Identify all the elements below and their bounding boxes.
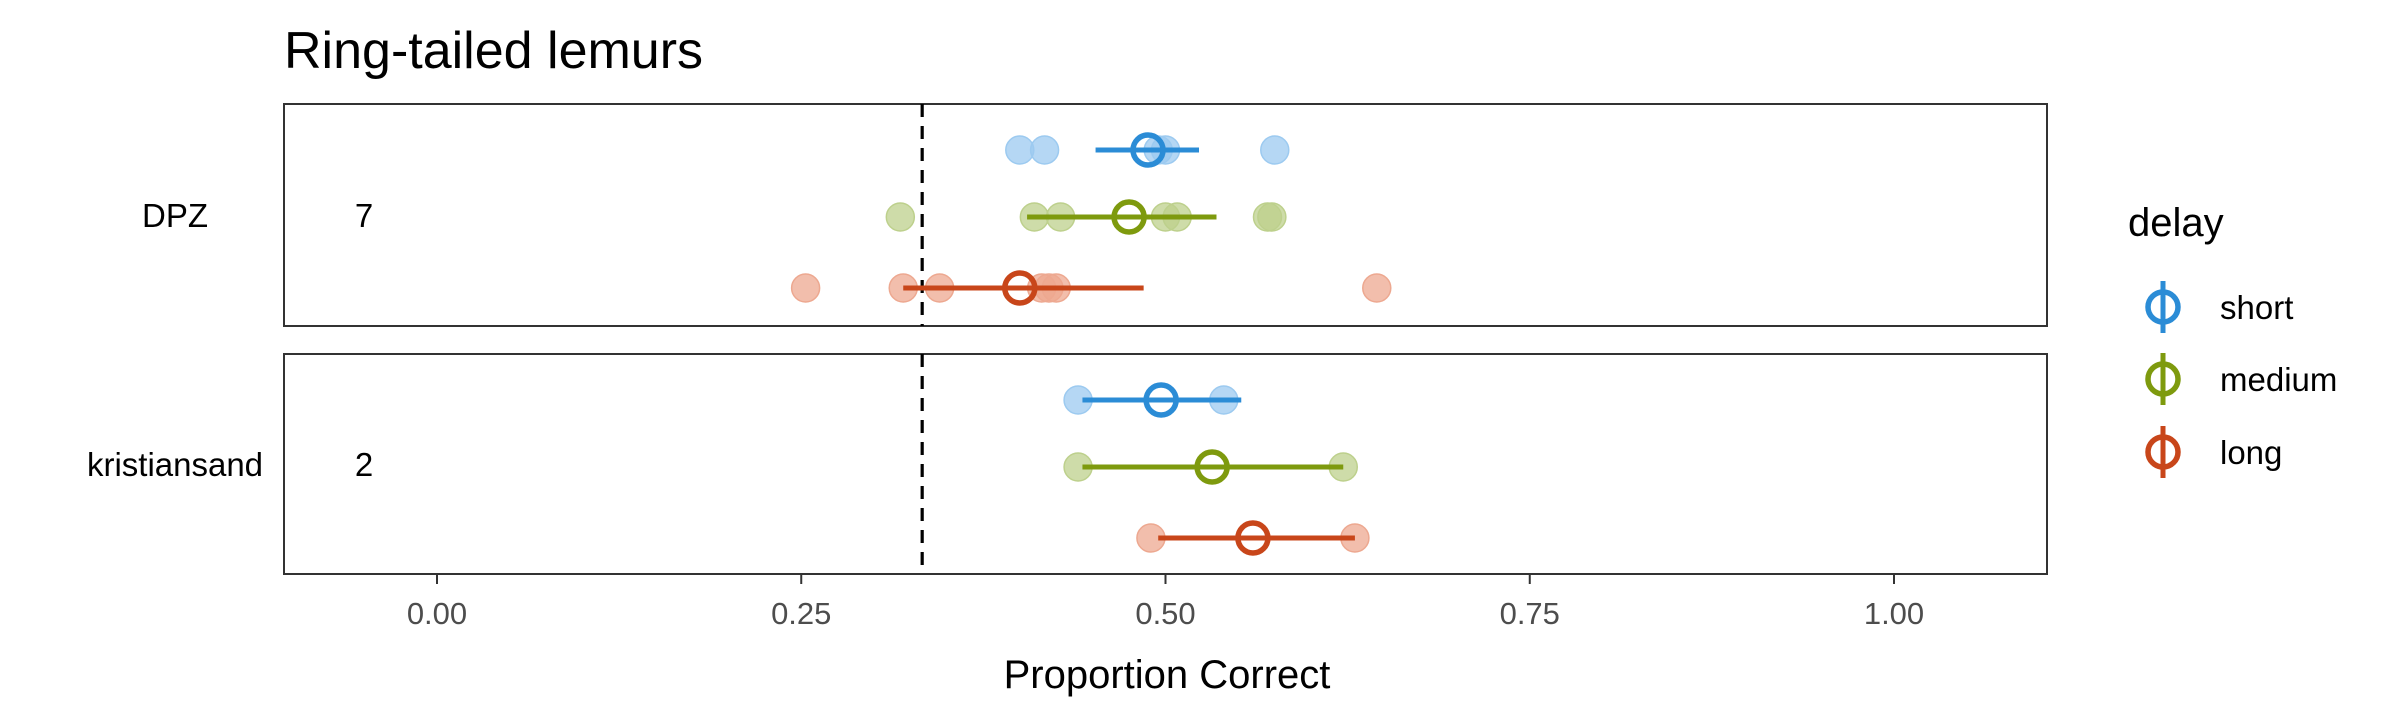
x-tick-label: 0.50 (1135, 596, 1195, 631)
series-long (790, 270, 1392, 306)
mean-marker (1002, 270, 1038, 306)
x-axis: 0.00 0.25 0.50 0.75 1.00 (407, 574, 1924, 631)
mean-marker (1143, 382, 1179, 418)
legend-key-marker (2145, 361, 2181, 397)
mean-marker (1111, 199, 1147, 235)
data-point (1362, 273, 1392, 303)
series-short (1063, 382, 1242, 418)
data-point (1260, 135, 1290, 165)
data-point (790, 273, 821, 303)
mean-marker (1194, 449, 1230, 485)
n-label: 2 (355, 446, 373, 483)
panel-label: kristiansand (87, 446, 263, 483)
data-point (885, 202, 916, 232)
panel-kristiansand: kristiansand 2 (87, 353, 2048, 575)
data-point (1005, 135, 1035, 165)
series-medium (1063, 449, 1359, 485)
chart-title: Ring-tailed lemurs (284, 22, 703, 80)
series-short (1005, 132, 1290, 168)
legend-item-long: long (2145, 426, 2282, 478)
legend-key-marker (2145, 289, 2181, 325)
legend-label: long (2220, 434, 2282, 471)
x-tick-label: 0.00 (407, 596, 467, 631)
series-medium (885, 199, 1287, 235)
data-point (1029, 135, 1060, 165)
legend-title: delay (2128, 201, 2224, 245)
x-tick-label: 1.00 (1864, 596, 1924, 631)
legend-label: medium (2220, 361, 2337, 398)
panel-label: DPZ (142, 197, 208, 234)
panel-dpz: DPZ 7 (142, 103, 2048, 327)
x-axis-label: Proportion Correct (1004, 653, 1331, 697)
n-label: 7 (355, 197, 373, 234)
mean-marker (1130, 132, 1166, 168)
data-point (1257, 202, 1287, 232)
legend-item-short: short (2145, 281, 2293, 333)
legend-label: short (2220, 289, 2293, 326)
series-long (1136, 520, 1370, 556)
mean-marker (1235, 520, 1271, 556)
legend-item-medium: medium (2145, 353, 2337, 405)
legend-key-marker (2145, 434, 2181, 470)
panels: DPZ 7 kristiansand 2 (87, 103, 2048, 575)
x-tick-label: 0.25 (771, 596, 831, 631)
x-tick-label: 0.75 (1500, 596, 1560, 631)
legend: delay short medium long (2128, 201, 2337, 478)
